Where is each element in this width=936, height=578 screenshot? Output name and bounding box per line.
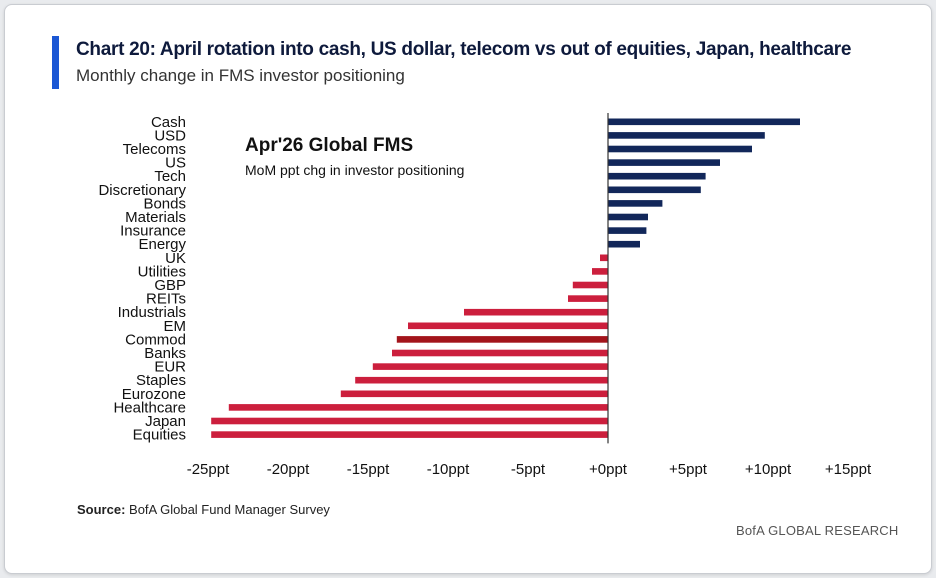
inset-subtitle: MoM ppt chg in investor positioning bbox=[245, 162, 464, 178]
category-label-energy: Energy bbox=[138, 236, 186, 253]
bar-uk bbox=[600, 254, 608, 262]
bar-energy bbox=[608, 240, 640, 248]
title-accent-bar bbox=[52, 36, 59, 89]
category-label-utilities: Utilities bbox=[138, 263, 186, 280]
bar-telecoms bbox=[608, 145, 752, 153]
chart-title: Chart 20: April rotation into cash, US d… bbox=[76, 39, 852, 60]
category-labels: CashUSDTelecomsUSTechDiscretionaryBondsM… bbox=[98, 114, 186, 444]
category-label-cash: Cash bbox=[151, 114, 186, 131]
category-label-telecoms: Telecoms bbox=[123, 141, 186, 158]
category-label-gbp: GBP bbox=[154, 277, 186, 294]
bar-commod bbox=[396, 336, 608, 343]
bar-banks bbox=[392, 349, 608, 357]
x-tick-label: +0ppt bbox=[589, 461, 628, 478]
x-tick-label: +10ppt bbox=[745, 461, 792, 478]
inset-title: Apr'26 Global FMS bbox=[245, 135, 413, 156]
bar-cash bbox=[608, 118, 800, 126]
bar-utilities bbox=[592, 268, 608, 275]
category-label-bonds: Bonds bbox=[143, 195, 186, 212]
source-note: Source: BofA Global Fund Manager Survey bbox=[77, 502, 330, 517]
category-label-insurance: Insurance bbox=[120, 223, 186, 240]
chart-subtitle: Monthly change in FMS investor positioni… bbox=[76, 66, 405, 85]
x-tick-label: -5ppt bbox=[511, 461, 546, 478]
x-tick-label: -20ppt bbox=[267, 461, 310, 478]
source-text: BofA Global Fund Manager Survey bbox=[129, 502, 330, 517]
bar-gbp bbox=[572, 281, 608, 289]
x-tick-label: +15ppt bbox=[825, 461, 872, 478]
category-label-uk: UK bbox=[165, 250, 186, 267]
bar-staples bbox=[355, 376, 608, 384]
category-label-commod: Commod bbox=[125, 331, 186, 348]
bar-equities bbox=[211, 431, 608, 438]
category-label-eurozone: Eurozone bbox=[122, 386, 186, 403]
bar-reits bbox=[568, 295, 608, 302]
bar-eur bbox=[372, 363, 608, 370]
x-axis-ticks: -25ppt -20ppt -15ppt -10ppt -5ppt +0ppt +5ppt +… bbox=[187, 461, 872, 478]
x-tick-label: -25ppt bbox=[187, 461, 230, 478]
category-label-us: US bbox=[165, 155, 186, 172]
x-tick-label: +5ppt bbox=[669, 461, 708, 478]
bar-bonds bbox=[608, 200, 663, 207]
category-label-tech: Tech bbox=[154, 168, 186, 185]
bar-em bbox=[408, 322, 608, 330]
bar-materials bbox=[608, 213, 648, 221]
bar-tech bbox=[608, 172, 706, 180]
bar-industrials bbox=[464, 308, 608, 316]
brand-label: BofA GLOBAL RESEARCH bbox=[736, 523, 899, 538]
category-label-staples: Staples bbox=[136, 372, 186, 389]
category-label-reits: REITs bbox=[146, 291, 186, 308]
category-label-usd: USD bbox=[154, 127, 186, 144]
x-tick-label: -15ppt bbox=[347, 461, 390, 478]
category-label-healthcare: Healthcare bbox=[113, 399, 186, 416]
category-label-materials: Materials bbox=[125, 209, 186, 226]
category-label-banks: Banks bbox=[144, 345, 186, 362]
category-label-eur: EUR bbox=[154, 359, 186, 376]
bar-insurance bbox=[608, 227, 647, 234]
category-label-em: EM bbox=[164, 318, 187, 335]
bar-usd bbox=[608, 132, 765, 139]
bar-us bbox=[608, 159, 720, 166]
bar-discretionary bbox=[608, 186, 701, 194]
category-label-japan: Japan bbox=[145, 413, 186, 430]
source-label: Source: bbox=[77, 502, 126, 517]
category-label-equities: Equities bbox=[133, 427, 186, 444]
bars-group bbox=[211, 118, 800, 438]
bar-eurozone bbox=[340, 390, 608, 398]
category-label-industrials: Industrials bbox=[118, 304, 186, 321]
bar-japan bbox=[211, 417, 608, 425]
x-tick-label: -10ppt bbox=[427, 461, 470, 478]
chart-card bbox=[4, 4, 932, 574]
bar-healthcare bbox=[228, 404, 609, 411]
category-label-discretionary: Discretionary bbox=[98, 182, 186, 199]
